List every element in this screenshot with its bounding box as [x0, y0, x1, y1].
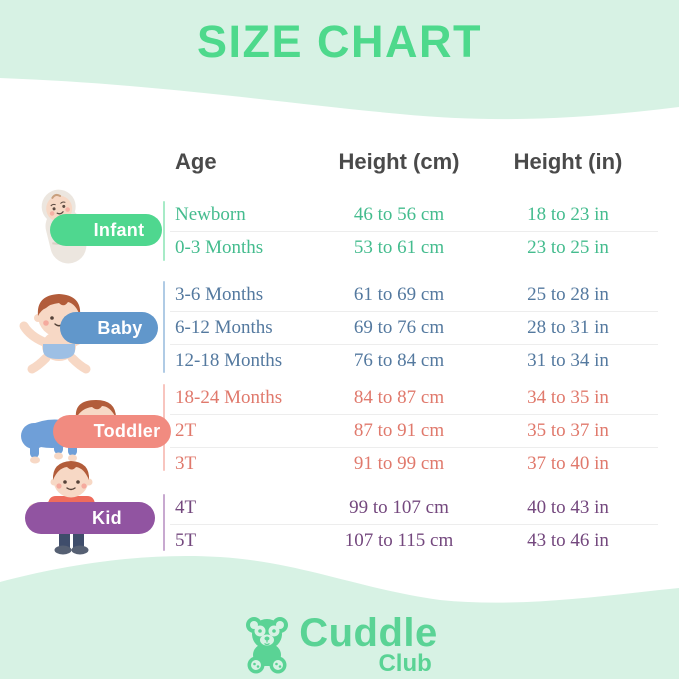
- height-in-cell: 23 to 25 in: [527, 237, 609, 258]
- page-title: SIZE CHART: [197, 16, 482, 67]
- group-rows-infant: Newborn 46 to 56 cm 18 to 23 in 0-3 Mont…: [170, 199, 658, 264]
- column-header-age: Age: [175, 149, 217, 174]
- age-cell: 5T: [175, 530, 197, 551]
- age-cell: 18-24 Months: [175, 387, 283, 408]
- height-cm-cell: 99 to 107 cm: [349, 497, 449, 518]
- column-header-height-in: Height (in): [513, 149, 623, 174]
- height-cm-cell: 84 to 87 cm: [353, 387, 445, 408]
- table-row: 2T 87 to 91 cm 35 to 37 in: [170, 415, 658, 448]
- table-row: 4T 99 to 107 cm 40 to 43 in: [170, 492, 658, 525]
- table-row: 5T 107 to 115 cm 43 to 46 in: [170, 525, 658, 557]
- group-pill-infant: Infant: [50, 214, 162, 246]
- group-divider-toddler: [163, 384, 165, 471]
- table-row: 0-3 Months 53 to 61 cm 23 to 25 in: [170, 232, 658, 264]
- group-rows-baby: 3-6 Months 61 to 69 cm 25 to 28 in 6-12 …: [170, 279, 658, 377]
- height-in-cell: 25 to 28 in: [527, 284, 609, 305]
- brand-name: Cuddle: [299, 611, 438, 655]
- brand-lockup: Cuddle Club: [0, 611, 679, 677]
- height-cm-cell: 53 to 61 cm: [353, 237, 445, 258]
- table-row: 12-18 Months 76 to 84 cm 31 to 34 in: [170, 345, 658, 377]
- brand-subname: Club: [378, 650, 432, 677]
- group-pill-baby: Baby: [60, 312, 158, 344]
- age-cell: 4T: [175, 497, 197, 518]
- height-in-cell: 34 to 35 in: [527, 387, 609, 408]
- brand-text: Cuddle Club: [299, 611, 438, 677]
- height-in-cell: 28 to 31 in: [527, 317, 609, 338]
- table-row: Newborn 46 to 56 cm 18 to 23 in: [170, 199, 658, 232]
- height-in-cell: 18 to 23 in: [527, 204, 609, 225]
- age-cell: 3-6 Months: [175, 284, 264, 305]
- height-cm-cell: 87 to 91 cm: [353, 420, 445, 441]
- group-rows-kid: 4T 99 to 107 cm 40 to 43 in 5T 107 to 11…: [170, 492, 658, 557]
- table-row: 18-24 Months 84 to 87 cm 34 to 35 in: [170, 382, 658, 415]
- height-in-cell: 43 to 46 in: [527, 530, 609, 551]
- group-divider-infant: [163, 201, 165, 261]
- age-cell: Newborn: [175, 204, 246, 225]
- table-row: 3-6 Months 61 to 69 cm 25 to 28 in: [170, 279, 658, 312]
- age-cell: 12-18 Months: [175, 350, 283, 371]
- table-row: 6-12 Months 69 to 76 cm 28 to 31 in: [170, 312, 658, 345]
- age-cell: 0-3 Months: [175, 237, 264, 258]
- table-row: 3T 91 to 99 cm 37 to 40 in: [170, 448, 658, 480]
- height-cm-cell: 61 to 69 cm: [353, 284, 445, 305]
- height-in-cell: 40 to 43 in: [527, 497, 609, 518]
- height-cm-cell: 91 to 99 cm: [353, 453, 445, 474]
- age-cell: 2T: [175, 420, 197, 441]
- height-in-cell: 35 to 37 in: [527, 420, 609, 441]
- height-cm-cell: 76 to 84 cm: [353, 350, 445, 371]
- group-pill-kid: Kid: [25, 502, 155, 534]
- age-cell: 6-12 Months: [175, 317, 273, 338]
- teddy-bear-icon: [246, 617, 289, 674]
- group-divider-baby: [163, 281, 165, 373]
- group-rows-toddler: 18-24 Months 84 to 87 cm 34 to 35 in 2T …: [170, 382, 658, 480]
- height-cm-cell: 107 to 115 cm: [344, 530, 454, 551]
- height-cm-cell: 46 to 56 cm: [353, 204, 445, 225]
- height-in-cell: 37 to 40 in: [527, 453, 609, 474]
- height-cm-cell: 69 to 76 cm: [353, 317, 445, 338]
- group-pill-toddler: Toddler: [53, 415, 171, 448]
- table-header: Age Height (cm) Height (in): [170, 146, 658, 178]
- height-in-cell: 31 to 34 in: [527, 350, 609, 371]
- group-divider-kid: [163, 494, 165, 551]
- age-cell: 3T: [175, 453, 197, 474]
- column-header-height-cm: Height (cm): [338, 149, 460, 174]
